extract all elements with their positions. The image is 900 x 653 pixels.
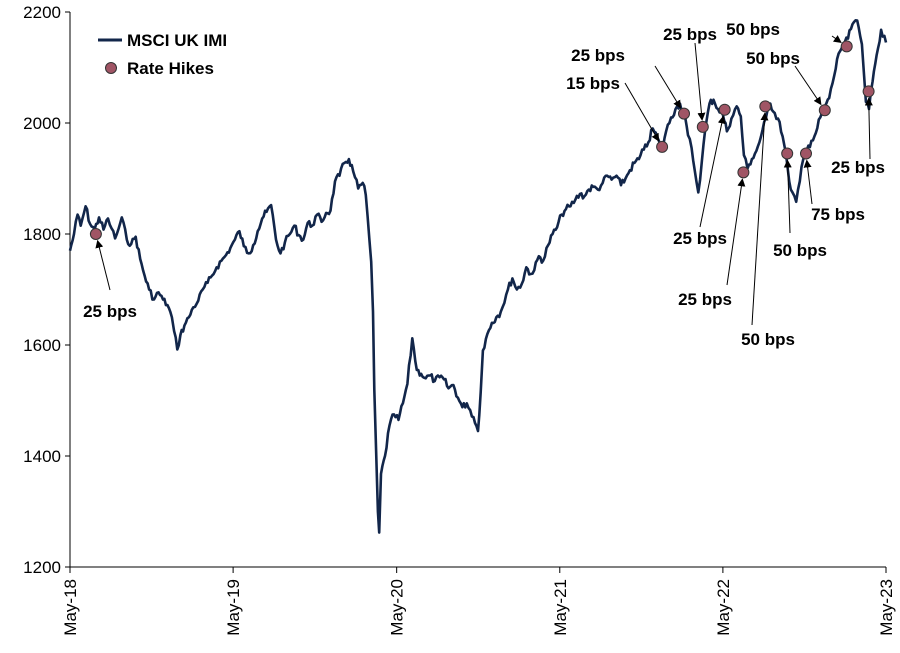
y-tick-label: 2200: [23, 3, 61, 22]
annotation-label: 25 bps: [663, 25, 717, 44]
annotation-arrow: [803, 159, 813, 205]
annotation-label: 25 bps: [831, 158, 885, 177]
x-tick-label: May-20: [388, 579, 407, 636]
annotation-arrow: [694, 42, 706, 121]
annotation-label: 25 bps: [571, 46, 625, 65]
rate-hike-marker: [678, 107, 690, 120]
series-layer: [68, 19, 888, 534]
annotation-label: 50 bps: [773, 241, 827, 260]
x-tick-label: May-18: [61, 579, 80, 636]
rate-hike-marker: [656, 140, 669, 153]
annotation-label: 50 bps: [741, 330, 795, 349]
annotation-arrow: [864, 97, 873, 160]
y-tick-label: 1200: [23, 558, 61, 577]
annotation-arrow: [624, 82, 660, 142]
rate-hike-marker: [696, 120, 709, 133]
annotation-layer: 25 bps 15 bps 25 bps 25 bps 25 bps 25 bps 50 b…: [83, 20, 885, 349]
rate-hike-marker: [800, 147, 812, 160]
annotation-arrow: [654, 65, 681, 109]
annotation-label: 75 bps: [811, 205, 865, 224]
annotation-label: 50 bps: [746, 49, 800, 68]
rate-hike-marker: [718, 103, 731, 116]
rate-hike-marker: [737, 166, 750, 179]
annotation-label: 25 bps: [673, 229, 727, 248]
rate-hike-marker: [759, 100, 772, 113]
annotation-arrow: [831, 35, 842, 43]
x-tick-label: May-22: [714, 579, 733, 636]
series-line-msci-uk-imi: [68, 19, 888, 534]
marker-layer: [89, 40, 875, 240]
rate-hike-marker: [862, 85, 875, 98]
y-tick-label: 2000: [23, 114, 61, 133]
rate-hike-marker: [781, 147, 794, 160]
x-tick-label: May-23: [877, 579, 896, 636]
x-tick-label: May-19: [224, 579, 243, 636]
legend-marker-swatch: [105, 62, 117, 74]
rate-hike-marker: [818, 104, 831, 117]
x-tick-label: May-21: [551, 579, 570, 636]
annotation-arrow: [783, 159, 792, 234]
annotation-label: 25 bps: [678, 290, 732, 309]
annotation-arrow: [794, 65, 822, 106]
annotation-label: 25 bps: [83, 302, 137, 321]
annotation-label: 50 bps: [726, 20, 780, 39]
legend: MSCI UK IMI Rate Hikes: [98, 31, 227, 78]
y-tick-label: 1800: [23, 225, 61, 244]
legend-label-series: MSCI UK IMI: [127, 31, 227, 50]
legend-label-markers: Rate Hikes: [127, 59, 214, 78]
annotation-arrow: [726, 178, 746, 286]
rate-hike-marker: [89, 228, 102, 240]
y-tick-label: 1600: [23, 336, 61, 355]
rate-hike-marker: [840, 40, 853, 53]
annotation-label: 15 bps: [566, 74, 620, 93]
y-tick-label: 1400: [23, 447, 61, 466]
annotation-arrow: [751, 112, 769, 326]
axes: 1200 1400 1600 1800 2000 2200 May-18 May-19 May-…: [23, 3, 896, 636]
annotation-arrow: [95, 239, 111, 291]
annotation-arrow: [699, 115, 726, 228]
